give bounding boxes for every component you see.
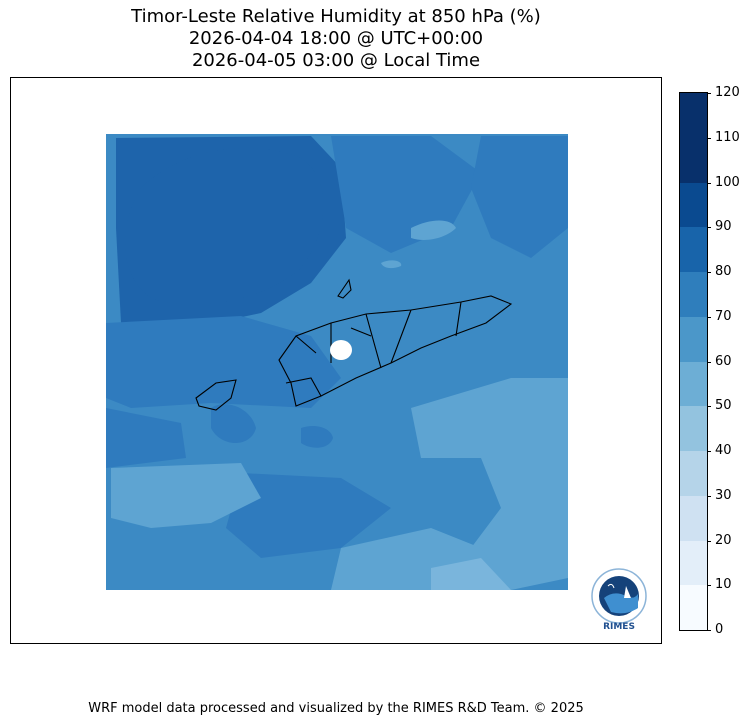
colorbar-tick-label: 10 — [707, 578, 732, 592]
colorbar-tick-label: 70 — [707, 309, 732, 324]
colorbar-segment — [680, 226, 707, 272]
colorbar-tick-label: 90 — [707, 220, 732, 234]
colorbar-tick-label: 100 — [707, 175, 740, 190]
colorbar — [679, 92, 708, 631]
colorbar-segment — [680, 361, 707, 407]
title-line-3: 2026-04-05 03:00 @ Local Time — [191, 50, 481, 71]
humidity-zone-low — [381, 260, 402, 269]
white-patch — [330, 340, 352, 360]
colorbar-tick-label: 60 — [707, 354, 732, 369]
colorbar-tick-label: 80 — [707, 265, 732, 279]
humidity-map — [106, 134, 568, 590]
footer-credit: WRF model data processed and visualized … — [88, 701, 584, 716]
colorbar-tick-label: 120 — [707, 86, 740, 100]
humidity-zone-low — [411, 220, 456, 240]
humidity-zone-mid — [471, 136, 568, 258]
colorbar-segment — [680, 495, 707, 541]
humidity-zone-mid — [106, 408, 186, 468]
colorbar-segment — [680, 584, 707, 630]
colorbar-tick-label: 50 — [707, 399, 732, 413]
colorbar-segment — [680, 450, 707, 496]
humidity-zone-low — [111, 463, 261, 528]
title-line-2: 2026-04-04 18:00 @ UTC+00:00 — [188, 28, 484, 49]
colorbar-segment — [680, 540, 707, 586]
rimes-logo: RIMES — [586, 568, 652, 636]
humidity-zone-mid — [301, 426, 333, 448]
colorbar-segment — [680, 316, 707, 362]
colorbar-segment — [680, 137, 707, 183]
humidity-zone-low — [411, 378, 568, 590]
colorbar-tick-label: 110 — [707, 130, 740, 145]
logo-label: RIMES — [603, 622, 635, 632]
colorbar-tick-label: 30 — [707, 488, 732, 503]
humidity-zone-lowest — [431, 558, 511, 590]
humidity-zone-mid — [226, 473, 391, 558]
colorbar-tick-label: 0 — [706, 623, 723, 637]
title-line-1: Timor-Leste Relative Humidity at 850 hPa… — [131, 6, 541, 27]
colorbar-segment — [680, 182, 707, 228]
humidity-zone-high — [124, 148, 324, 305]
humidity-zone-mid — [106, 316, 341, 408]
colorbar-segment — [680, 92, 707, 138]
globe-icon — [591, 568, 647, 624]
humidity-zone-mid — [211, 404, 256, 443]
colorbar-tick-label: 20 — [707, 533, 732, 548]
country-boundary — [195, 278, 513, 411]
chart-title: Timor-Leste Relative Humidity at 850 hPa… — [0, 6, 672, 72]
colorbar-segment — [680, 271, 707, 317]
colorbar-segment — [680, 405, 707, 451]
colorbar-tick-label: 40 — [707, 444, 732, 458]
map-frame — [10, 77, 662, 644]
